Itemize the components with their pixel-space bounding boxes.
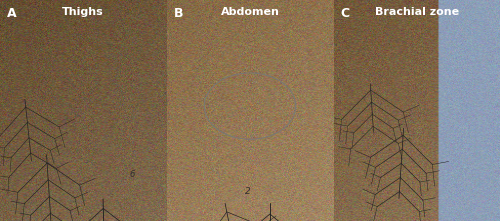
Text: B: B xyxy=(174,7,183,20)
Text: Abdomen: Abdomen xyxy=(220,7,280,17)
Text: C: C xyxy=(340,7,349,20)
Text: 2: 2 xyxy=(245,187,251,196)
Text: Thighs: Thighs xyxy=(62,7,104,17)
Text: 6: 6 xyxy=(130,170,135,179)
Text: A: A xyxy=(6,7,16,20)
Text: Brachial zone: Brachial zone xyxy=(375,7,459,17)
